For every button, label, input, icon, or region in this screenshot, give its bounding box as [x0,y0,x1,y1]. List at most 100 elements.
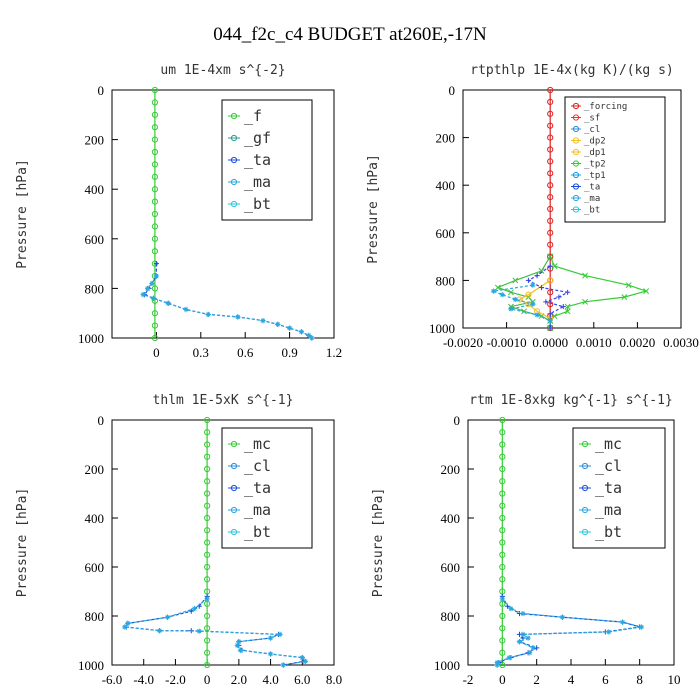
legend-label: _cl [595,457,622,475]
panels: um 1E-4xm s^{-2} Pressure [hPa] 0 0.3 0.6 0.9… [15,63,699,687]
legend-label: _tp2 [584,160,606,170]
data-point [547,170,554,177]
panel-title: thlm 1E-5xK s^{-1} [153,393,294,408]
data-point [153,273,159,279]
data-point [151,99,159,106]
data-point [516,639,523,645]
data-point [204,563,211,571]
legend-label: _gf [244,129,271,147]
legend-label: _bt [595,523,622,541]
data-point [204,429,211,436]
data-point [547,253,554,260]
data-point [560,303,566,310]
y-tick-label: 0 [98,413,105,428]
data-point [260,318,266,324]
series-line [142,275,313,339]
data-point [164,614,171,620]
series-line [549,256,649,328]
data-point [151,310,159,317]
series-line [496,596,640,666]
data-point [499,514,506,522]
legend-marker [230,112,238,120]
legend-marker [581,462,589,470]
legend-marker [230,506,238,514]
x-tick-label: 0.9 [281,345,297,360]
data-point [204,478,211,485]
data-point [151,223,159,230]
legend-label: _cl [244,457,271,475]
data-point [151,173,159,180]
data-point [494,662,500,668]
data-point [643,288,650,295]
data-point [547,194,554,201]
data-point [204,465,211,473]
series-bt [494,596,644,668]
panel-4: rtm 1E-8xkg kg^{-1} s^{-1} Pressure [hPa]… [371,393,681,687]
y-tick-label: 0 [98,83,105,98]
data-point [204,551,211,558]
panel-2: rtpthlp 1E-4x(kg K)/(kg s) Pressure [hPa]… [366,63,699,350]
data-point [530,301,536,307]
data-point [547,318,553,324]
legend-label: _dp2 [584,137,606,147]
data-point [547,217,554,224]
data-point [204,490,211,497]
data-point [547,158,554,165]
data-point [547,182,554,189]
y-tick-label: 800 [85,609,105,624]
data-point [204,661,211,669]
x-tick-label: 2 [533,672,540,687]
data-point [156,628,163,634]
data-point [506,655,512,661]
data-point [165,300,171,306]
data-point [196,628,202,634]
data-point [547,263,553,269]
y-tick-label: 200 [85,462,105,477]
y-tick-label: 200 [85,133,105,148]
data-point [547,229,554,236]
data-point [582,298,589,305]
legend-marker [572,102,580,110]
legend-label: _cl [584,125,600,135]
data-point [204,637,211,644]
data-point [499,637,506,644]
data-point [204,612,211,620]
x-tick-label: -2 [463,672,474,687]
legend-label: _forcing [584,102,627,112]
legend-marker [581,528,589,536]
legend-label: _sf [584,114,600,124]
x-tick-label: 10 [668,672,681,687]
data-point [204,596,210,602]
data-point [204,576,211,583]
data-point [547,311,553,317]
data-point [204,514,211,522]
data-point [508,289,514,296]
data-point [299,655,305,661]
data-point [204,502,211,509]
legend-label: _ma [595,501,622,519]
x-tick-label: -2.0 [165,672,186,687]
data-point [512,277,519,284]
data-point [547,110,554,117]
x-tick-label: -4.0 [133,672,154,687]
data-point [204,527,211,534]
data-point [547,122,554,129]
data-point [151,322,159,329]
data-point [543,299,549,305]
series-tp2 [547,253,650,331]
data-point [499,453,506,460]
data-point [267,635,274,641]
data-point [547,301,554,308]
data-point [151,161,159,168]
data-point [547,241,554,248]
legend-marker [572,171,580,179]
legend-marker [230,156,238,164]
data-point [547,205,554,213]
x-tick-label: 4.0 [262,672,278,687]
legend-marker [230,200,238,208]
data-point [151,148,159,156]
data-point [499,527,506,534]
x-tick-label: 1.2 [326,345,342,360]
data-point [151,111,159,118]
data-point [150,295,157,301]
